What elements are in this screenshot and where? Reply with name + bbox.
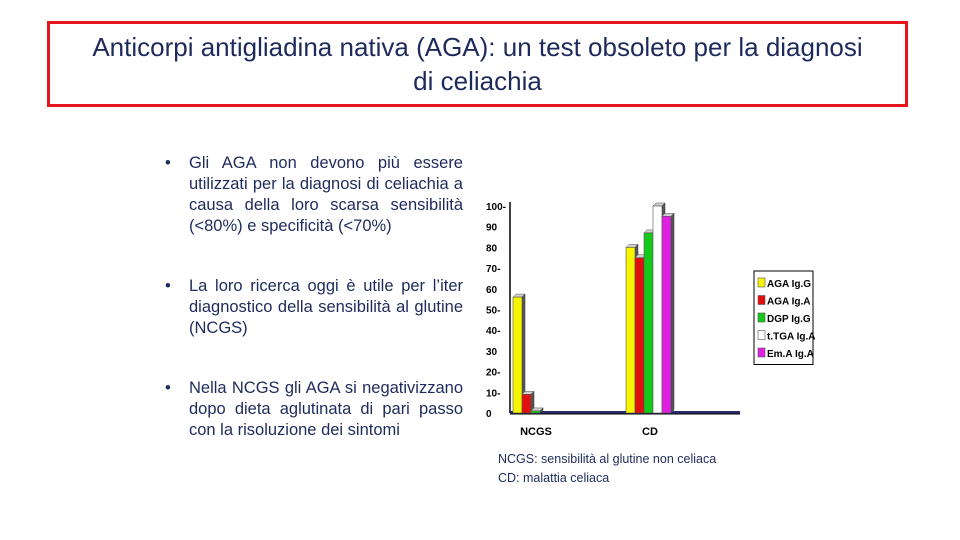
- y-tick-label: 20-: [486, 368, 500, 379]
- x-tick-label: CD: [642, 426, 658, 438]
- y-tick-label: 80: [486, 243, 498, 254]
- y-tick-label: 70-: [486, 264, 500, 275]
- bar: [643, 232, 654, 414]
- note-ncgs: NCGS: sensibilità al glutine non celiaca: [498, 452, 717, 466]
- y-tick-label: 90: [486, 223, 498, 234]
- legend-swatch: [757, 277, 766, 288]
- legend-label: AGA Ig.G: [767, 279, 811, 290]
- bullet-dot: •: [165, 379, 171, 397]
- y-tick-label: 100-: [486, 202, 506, 213]
- legend-swatch: [757, 295, 766, 305]
- x-axis-floor: [510, 411, 740, 414]
- legend-swatch: [757, 330, 766, 340]
- bar: [521, 394, 532, 414]
- bullet-text: Gli AGA non devono più essere utilizzati…: [189, 154, 463, 235]
- slide-title-box: Anticorpi antigliadina nativa (AGA): un …: [47, 21, 908, 107]
- bullet-list: • Gli AGA non devono più essere utilizza…: [165, 153, 463, 441]
- bar: [661, 216, 672, 414]
- y-tick-label: 10-: [486, 388, 500, 399]
- chart-notes: NCGS: sensibilità al glutine non celiaca…: [498, 450, 716, 488]
- bar: [634, 257, 645, 414]
- legend-swatch: [757, 347, 766, 358]
- bar-side-face: [670, 212, 675, 414]
- bullet-text: La loro ricerca oggi è utile per l’iter …: [189, 277, 463, 337]
- y-tick-label: 40-: [486, 326, 500, 337]
- x-tick-label: NCGS: [520, 426, 552, 438]
- bar: [512, 296, 523, 414]
- bullet-item: • Gli AGA non devono più essere utilizza…: [165, 153, 463, 237]
- bar: [530, 410, 541, 414]
- slide-title: Anticorpi antigliadina nativa (AGA): un …: [92, 32, 863, 96]
- bullet-item: • La loro ricerca oggi è utile per l’ite…: [165, 276, 463, 339]
- bullet-dot: •: [165, 277, 171, 295]
- legend-label: Em.A Ig.A: [767, 349, 814, 360]
- legend-label: DGP Ig.G: [767, 314, 811, 325]
- legend-label: AGA Ig.A: [767, 297, 811, 308]
- y-tick-label: 0: [486, 409, 492, 420]
- bullet-item: • Nella NCGS gli AGA si negativizzano do…: [165, 378, 463, 441]
- bullet-dot: •: [165, 154, 171, 172]
- legend-label: t.TGA Ig.A: [767, 332, 816, 343]
- bar: [652, 205, 663, 414]
- bar: [625, 247, 636, 414]
- y-tick-label: 50-: [486, 306, 500, 317]
- bar-chart: 0 10- 20- 30 40- 50- 60 70- 80 90 100- NCGS CD AGA Ig…: [486, 202, 816, 438]
- bullet-text: Nella NCGS gli AGA si negativizzano dopo…: [189, 379, 463, 439]
- y-tick-label: 60: [486, 285, 498, 296]
- y-tick-label: 30: [486, 347, 498, 358]
- legend-swatch: [757, 312, 766, 323]
- note-cd: CD: malattia celiaca: [498, 471, 610, 485]
